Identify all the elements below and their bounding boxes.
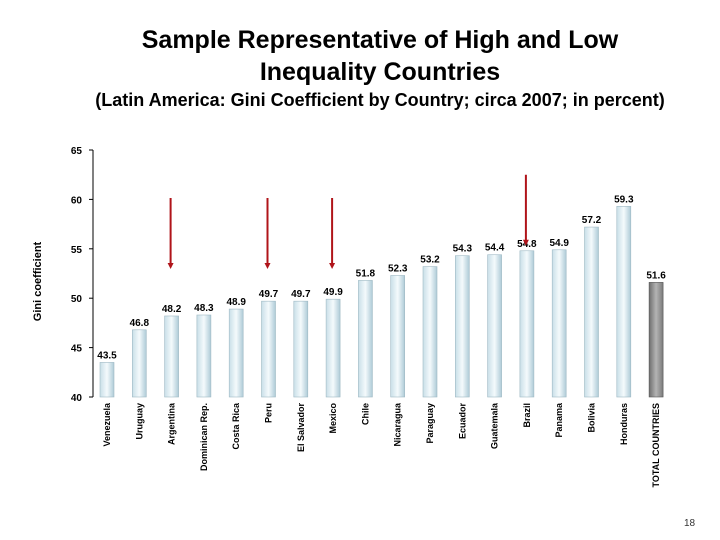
- value-label-brazil: 54.8: [517, 239, 537, 250]
- y-tick-label: 45: [71, 344, 83, 355]
- arrow-head-argentina: [167, 263, 174, 269]
- category-label-costa-rica: Costa Rica: [231, 402, 241, 450]
- slide-title-line-1: Sample Representative of High and Low: [141, 26, 619, 54]
- slide-subtitle: (Latin America: Gini Coefficient by Coun…: [95, 90, 665, 110]
- bars: [99, 206, 664, 398]
- category-labels: Venezuela Uruguay Argentina Dominican Rep. C…: [102, 402, 661, 488]
- value-label-total-countries: 51.6: [646, 270, 666, 281]
- bar-el-salvador: [293, 300, 309, 398]
- value-label-guatemala: 54.4: [485, 243, 505, 254]
- value-label-venezuela: 43.5: [97, 350, 117, 361]
- bar-ecuador: [454, 255, 470, 398]
- category-label-el-salvador: El Salvador: [296, 403, 306, 453]
- bar-peru: [261, 300, 276, 398]
- bar-chile: [358, 280, 373, 398]
- category-label-argentina: Argentina: [167, 402, 177, 445]
- value-label-nicaragua: 52.3: [388, 263, 408, 274]
- slide-title-line-2: Inequality Countries: [259, 58, 501, 86]
- y-axis: 40 45 50 55 60 65 Gini coefficient: [32, 146, 94, 404]
- bar-bolivia: [584, 226, 599, 398]
- y-tick-label: 50: [71, 294, 83, 305]
- value-label-costa-rica: 48.9: [226, 297, 246, 308]
- slide-title: Sample Representative of High and Low In…: [0, 24, 720, 88]
- value-label-ecuador: 54.3: [453, 244, 473, 255]
- arrow-head-peru: [264, 263, 271, 269]
- category-label-honduras: Honduras: [619, 403, 629, 445]
- value-labels: 43.5 46.8 48.2 48.3 48.9 49.7 49.7 49.9 51.8 52.3…: [97, 194, 666, 361]
- value-label-uruguay: 46.8: [130, 318, 150, 329]
- value-label-mexico: 49.9: [323, 287, 343, 298]
- category-label-panama: Panama: [554, 402, 564, 438]
- value-label-panama: 54.9: [549, 238, 569, 249]
- y-tick-label: 65: [71, 146, 83, 157]
- bar-uruguay: [132, 329, 147, 398]
- category-label-total-countries: TOTAL COUNTRIES: [651, 403, 661, 488]
- arrow-head-brazil: [522, 239, 529, 246]
- highlight-arrows: [167, 174, 529, 269]
- value-label-argentina: 48.2: [162, 304, 182, 315]
- bar-honduras: [616, 206, 632, 398]
- category-label-brazil: Brazil: [522, 403, 532, 428]
- category-label-ecuador: Ecuador: [457, 403, 467, 440]
- value-label-el-salvador: 49.7: [291, 289, 311, 300]
- bar-brazil: [519, 250, 535, 398]
- category-label-uruguay: Uruguay: [134, 403, 144, 440]
- category-label-venezuela: Venezuela: [102, 402, 112, 447]
- category-label-chile: Chile: [360, 403, 370, 425]
- category-label-peru: Peru: [264, 403, 274, 423]
- y-tick-label: 60: [71, 195, 83, 206]
- value-label-peru: 49.7: [259, 289, 279, 300]
- value-label-bolivia: 57.2: [582, 215, 602, 226]
- bar-nicaragua: [390, 275, 406, 398]
- category-label-mexico: Mexico: [328, 403, 338, 434]
- y-tick-label: 55: [71, 245, 83, 256]
- category-label-bolivia: Bolivia: [587, 402, 597, 433]
- bar-panama: [551, 249, 567, 398]
- bar-paraguay: [422, 266, 438, 398]
- bar-costa-rica: [228, 308, 244, 398]
- category-label-nicaragua: Nicaragua: [393, 402, 403, 447]
- value-label-paraguay: 53.2: [420, 255, 440, 266]
- bar-dominican-rep: [196, 314, 212, 398]
- y-axis-title: Gini coefficient: [32, 241, 44, 321]
- page-number: 18: [684, 518, 696, 529]
- category-label-paraguay: Paraguay: [425, 403, 435, 444]
- bar-total-countries: [648, 282, 664, 398]
- category-label-dominican-rep: Dominican Rep.: [199, 403, 209, 471]
- y-tick-label: 40: [71, 393, 83, 404]
- bar-guatemala: [487, 254, 502, 398]
- value-label-honduras: 59.3: [614, 194, 634, 205]
- bar-venezuela: [99, 362, 115, 398]
- value-label-chile: 51.8: [356, 268, 376, 279]
- value-label-dominican-rep: 48.3: [194, 303, 214, 314]
- category-label-guatemala: Guatemala: [490, 402, 500, 449]
- bar-mexico: [325, 298, 341, 398]
- bar-argentina: [164, 315, 179, 398]
- arrow-head-mexico: [329, 263, 336, 269]
